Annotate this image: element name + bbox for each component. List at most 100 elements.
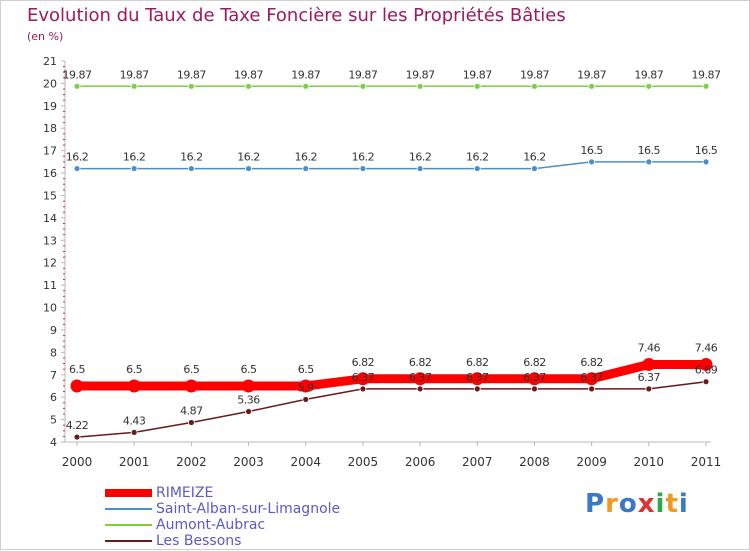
y-tick-label: 17 <box>43 145 57 158</box>
data-label-rimeize: 6.82 <box>466 356 489 369</box>
data-point-les-bessons <box>416 385 424 393</box>
data-point-rimeize <box>184 379 198 393</box>
data-label-rimeize: 7.46 <box>638 341 661 354</box>
data-point-saint-alban-sur-limagnole <box>130 165 138 172</box>
data-point-saint-alban-sur-limagnole <box>245 165 252 172</box>
data-point-aumont-aubrac <box>702 82 710 90</box>
data-point-rimeize <box>299 379 313 393</box>
y-tick-label: 11 <box>43 279 57 292</box>
data-point-les-bessons <box>473 385 481 393</box>
y-tick-label: 6 <box>50 391 57 404</box>
data-point-aumont-aubrac <box>359 82 367 90</box>
data-point-aumont-aubrac <box>531 82 538 90</box>
data-label-aumont-aubrac: 19.87 <box>577 68 606 81</box>
data-label-les-bessons: 6.37 <box>352 371 375 384</box>
data-label-rimeize: 6.82 <box>580 356 603 369</box>
data-label-aumont-aubrac: 19.87 <box>463 68 492 81</box>
data-label-saint-alban-sur-limagnole: 16.2 <box>523 151 546 164</box>
y-tick-label: 13 <box>43 234 57 247</box>
data-point-saint-alban-sur-limagnole <box>302 165 310 172</box>
x-tick-label: 2008 <box>519 455 550 469</box>
data-point-rimeize <box>356 372 370 386</box>
data-point-les-bessons <box>73 433 81 441</box>
data-point-les-bessons <box>531 385 538 393</box>
data-point-aumont-aubrac <box>416 82 424 90</box>
data-label-saint-alban-sur-limagnole: 16.5 <box>580 144 603 157</box>
data-point-les-bessons <box>130 428 138 436</box>
data-label-les-bessons: 6.69 <box>695 364 718 377</box>
series-line-les-bessons <box>76 380 707 438</box>
data-point-les-bessons <box>302 396 310 403</box>
x-tick-label: 2000 <box>62 455 93 469</box>
data-label-saint-alban-sur-limagnole: 16.2 <box>237 151 260 164</box>
y-tick-label: 14 <box>43 212 57 225</box>
x-tick-label: 2011 <box>691 455 722 469</box>
data-label-rimeize: 6.5 <box>241 363 257 376</box>
y-tick-label: 7 <box>50 369 57 382</box>
data-point-saint-alban-sur-limagnole <box>473 165 481 172</box>
y-tick-label: 21 <box>43 55 57 68</box>
x-axis: 2000 2001 2002 2003 2004 2005 2006 2007 2008 2009… <box>62 442 722 469</box>
legend-swatch-rimeize <box>105 489 152 497</box>
data-point-les-bessons <box>588 385 596 393</box>
data-label-les-bessons: 4.87 <box>180 405 203 418</box>
data-label-saint-alban-sur-limagnole: 16.2 <box>66 151 89 164</box>
data-label-les-bessons: 6.37 <box>638 371 661 384</box>
data-label-les-bessons: 5.36 <box>237 394 260 407</box>
y-tick-label: 20 <box>43 77 57 90</box>
data-point-rimeize <box>585 372 599 386</box>
data-label-aumont-aubrac: 19.87 <box>63 68 92 81</box>
data-point-les-bessons <box>245 408 252 415</box>
data-point-aumont-aubrac <box>473 82 481 90</box>
data-point-rimeize <box>413 372 427 386</box>
y-tick-label: 19 <box>43 100 57 113</box>
data-label-les-bessons: 6.37 <box>409 371 432 384</box>
data-label-saint-alban-sur-limagnole: 16.2 <box>409 151 432 164</box>
data-point-rimeize <box>70 379 84 393</box>
proxiti-logo: Proxiti <box>585 489 689 519</box>
logo-letter: i <box>655 489 666 519</box>
data-label-rimeize: 6.82 <box>352 356 375 369</box>
logo-letter: x <box>637 489 656 519</box>
data-point-saint-alban-sur-limagnole <box>702 158 710 166</box>
y-tick-label: 5 <box>50 414 57 427</box>
data-label-aumont-aubrac: 19.87 <box>234 68 263 81</box>
data-label-saint-alban-sur-limagnole: 16.2 <box>466 151 489 164</box>
data-point-rimeize <box>642 357 656 371</box>
data-label-aumont-aubrac: 19.87 <box>120 68 149 81</box>
data-point-aumont-aubrac <box>73 82 81 90</box>
x-tick-label: 2004 <box>290 455 321 469</box>
data-label-rimeize: 7.46 <box>695 341 718 354</box>
data-label-saint-alban-sur-limagnole: 16.2 <box>180 151 203 164</box>
data-point-saint-alban-sur-limagnole <box>359 165 367 172</box>
x-tick-label: 2003 <box>233 455 264 469</box>
y-tick-label: 18 <box>43 122 57 135</box>
data-label-saint-alban-sur-limagnole: 16.2 <box>123 151 146 164</box>
data-label-rimeize: 6.82 <box>523 356 546 369</box>
data-label-les-bessons: 6.37 <box>580 371 603 384</box>
data-point-rimeize <box>699 357 713 371</box>
data-point-rimeize <box>527 372 541 386</box>
data-point-saint-alban-sur-limagnole <box>588 158 596 166</box>
x-tick-label: 2006 <box>405 455 436 469</box>
x-tick-label: 2002 <box>176 455 207 469</box>
data-label-les-bessons: 6.37 <box>523 371 546 384</box>
data-point-aumont-aubrac <box>302 82 310 90</box>
data-label-les-bessons: 4.22 <box>66 419 89 432</box>
series-line-saint-alban-sur-limagnole <box>76 161 707 170</box>
data-point-les-bessons <box>359 385 367 393</box>
series-points <box>70 82 713 441</box>
y-tick-label: 12 <box>43 257 57 270</box>
data-label-aumont-aubrac: 19.87 <box>520 68 549 81</box>
data-point-aumont-aubrac <box>130 82 138 90</box>
data-label-les-bessons: 4.43 <box>123 414 146 427</box>
legend-label-les-bessons: Les Bessons <box>156 533 242 549</box>
y-tick-label: 4 <box>50 436 57 449</box>
y-tick-label: 16 <box>43 167 57 180</box>
data-label-aumont-aubrac: 19.87 <box>348 68 377 81</box>
logo-letter: P <box>585 489 606 519</box>
data-label-rimeize: 6.5 <box>183 363 199 376</box>
data-point-les-bessons <box>645 385 653 393</box>
y-tick-label: 10 <box>43 302 57 315</box>
